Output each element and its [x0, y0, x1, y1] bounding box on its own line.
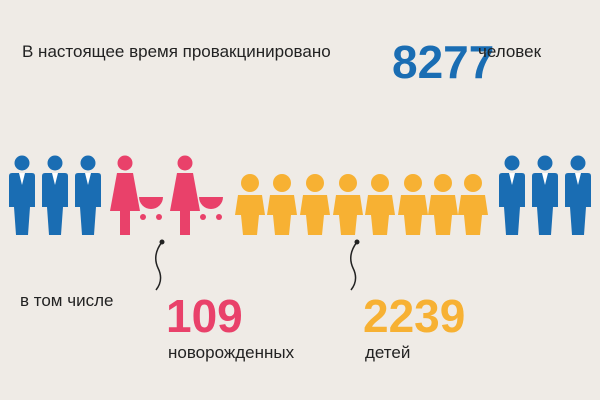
- newborns-label: новорожденных: [168, 343, 295, 362]
- icons-newborns: [110, 155, 223, 235]
- header-unit: человек: [478, 42, 542, 61]
- header-text: В настоящее время провакцинировано: [22, 42, 331, 61]
- newborns-count: 109: [166, 290, 243, 342]
- icons-adults-right: [499, 155, 591, 235]
- details-intro: в том числе: [20, 291, 113, 310]
- icons-adults-left: [9, 155, 101, 235]
- bracket-dot: [354, 239, 360, 245]
- children-label: детей: [365, 343, 410, 362]
- brackets: [155, 241, 358, 291]
- header-count: 8277: [392, 36, 494, 88]
- icons-children: [235, 174, 488, 235]
- bracket-dot: [159, 239, 165, 245]
- children-count: 2239: [363, 290, 465, 342]
